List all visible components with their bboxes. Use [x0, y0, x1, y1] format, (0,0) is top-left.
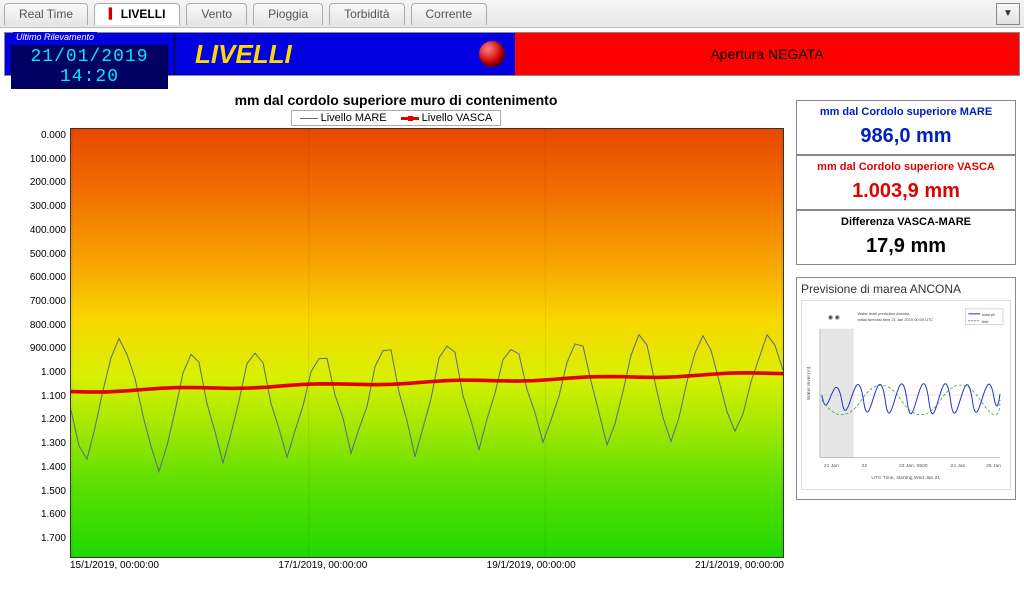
tab-real-time[interactable]: Real Time — [4, 3, 88, 25]
svg-text:Water level prediction Ancona: Water level prediction Ancona — [858, 311, 911, 316]
forecast-panel: Previsione di marea ANCONA ◉ ◉ Water lev… — [796, 277, 1016, 500]
tab-bar: Real Time ▍LIVELLI Vento Pioggia Torbidi… — [0, 0, 1024, 28]
last-reading-value: 21/01/2019 14:20 — [11, 45, 168, 89]
svg-text:Water level (m): Water level (m) — [806, 366, 812, 400]
forecast-chart: ◉ ◉ Water level prediction Ancona Initia… — [801, 300, 1011, 490]
chart-legend: Livello MARE Livello VASCA — [291, 110, 502, 126]
main-chart: mm dal cordolo superiore muro di conteni… — [8, 84, 784, 571]
y-axis: 0.000100.000200.000300.000400.000500.000… — [8, 128, 70, 558]
tab-torbidita[interactable]: Torbidità — [329, 3, 404, 25]
metric-box: Differenza VASCA-MARE17,9 mm — [796, 210, 1016, 265]
svg-text:UTC Time, starting Wed Jan 21: UTC Time, starting Wed Jan 21 — [871, 475, 940, 481]
header: Ultimo Rilevamento 21/01/2019 14:20 LIVE… — [4, 32, 1020, 76]
chart-title: mm dal cordolo superiore muro di conteni… — [8, 92, 784, 108]
plot-area — [70, 128, 784, 558]
svg-text:Initial forecast time 21 Jan 2: Initial forecast time 21 Jan 2019 00:00 … — [858, 317, 934, 322]
tab-pioggia[interactable]: Pioggia — [253, 3, 323, 25]
dropdown-button[interactable]: ▼ — [996, 3, 1020, 25]
svg-text:22: 22 — [861, 463, 867, 469]
last-reading-box: Ultimo Rilevamento 21/01/2019 14:20 — [5, 33, 175, 75]
tab-livelli[interactable]: ▍LIVELLI — [94, 3, 180, 25]
svg-text:21 Jan: 21 Jan — [824, 463, 839, 469]
x-axis: 15/1/2019, 00:00:0017/1/2019, 00:00:0019… — [8, 558, 784, 571]
metric-box: mm dal Cordolo superiore VASCA1.003,9 mm — [796, 155, 1016, 210]
svg-text:25 Jan: 25 Jan — [986, 463, 1001, 469]
metric-box: mm dal Cordolo superiore MARE986,0 mm — [796, 100, 1016, 155]
tab-corrente[interactable]: Corrente — [411, 3, 488, 25]
legend-swatch-mare — [300, 118, 318, 119]
svg-text:◉ ◉: ◉ ◉ — [828, 315, 840, 321]
flag-icon: ▍ — [109, 9, 117, 20]
svg-text:24 Jan: 24 Jan — [951, 463, 966, 469]
svg-text:total wl: total wl — [982, 312, 994, 317]
svg-text:23 Jan, 0600: 23 Jan, 0600 — [899, 463, 928, 469]
status-indicator-icon — [479, 41, 505, 67]
status-text: Apertura NEGATA — [515, 33, 1019, 75]
legend-swatch-vasca — [401, 117, 419, 120]
tab-vento[interactable]: Vento — [186, 3, 247, 25]
page-title: LIVELLI — [175, 33, 515, 75]
last-reading-label: Ultimo Rilevamento — [13, 32, 97, 42]
side-panel: mm dal Cordolo superiore MARE986,0 mmmm … — [796, 84, 1016, 571]
svg-text:tide: tide — [982, 319, 989, 324]
forecast-title: Previsione di marea ANCONA — [801, 282, 1011, 296]
